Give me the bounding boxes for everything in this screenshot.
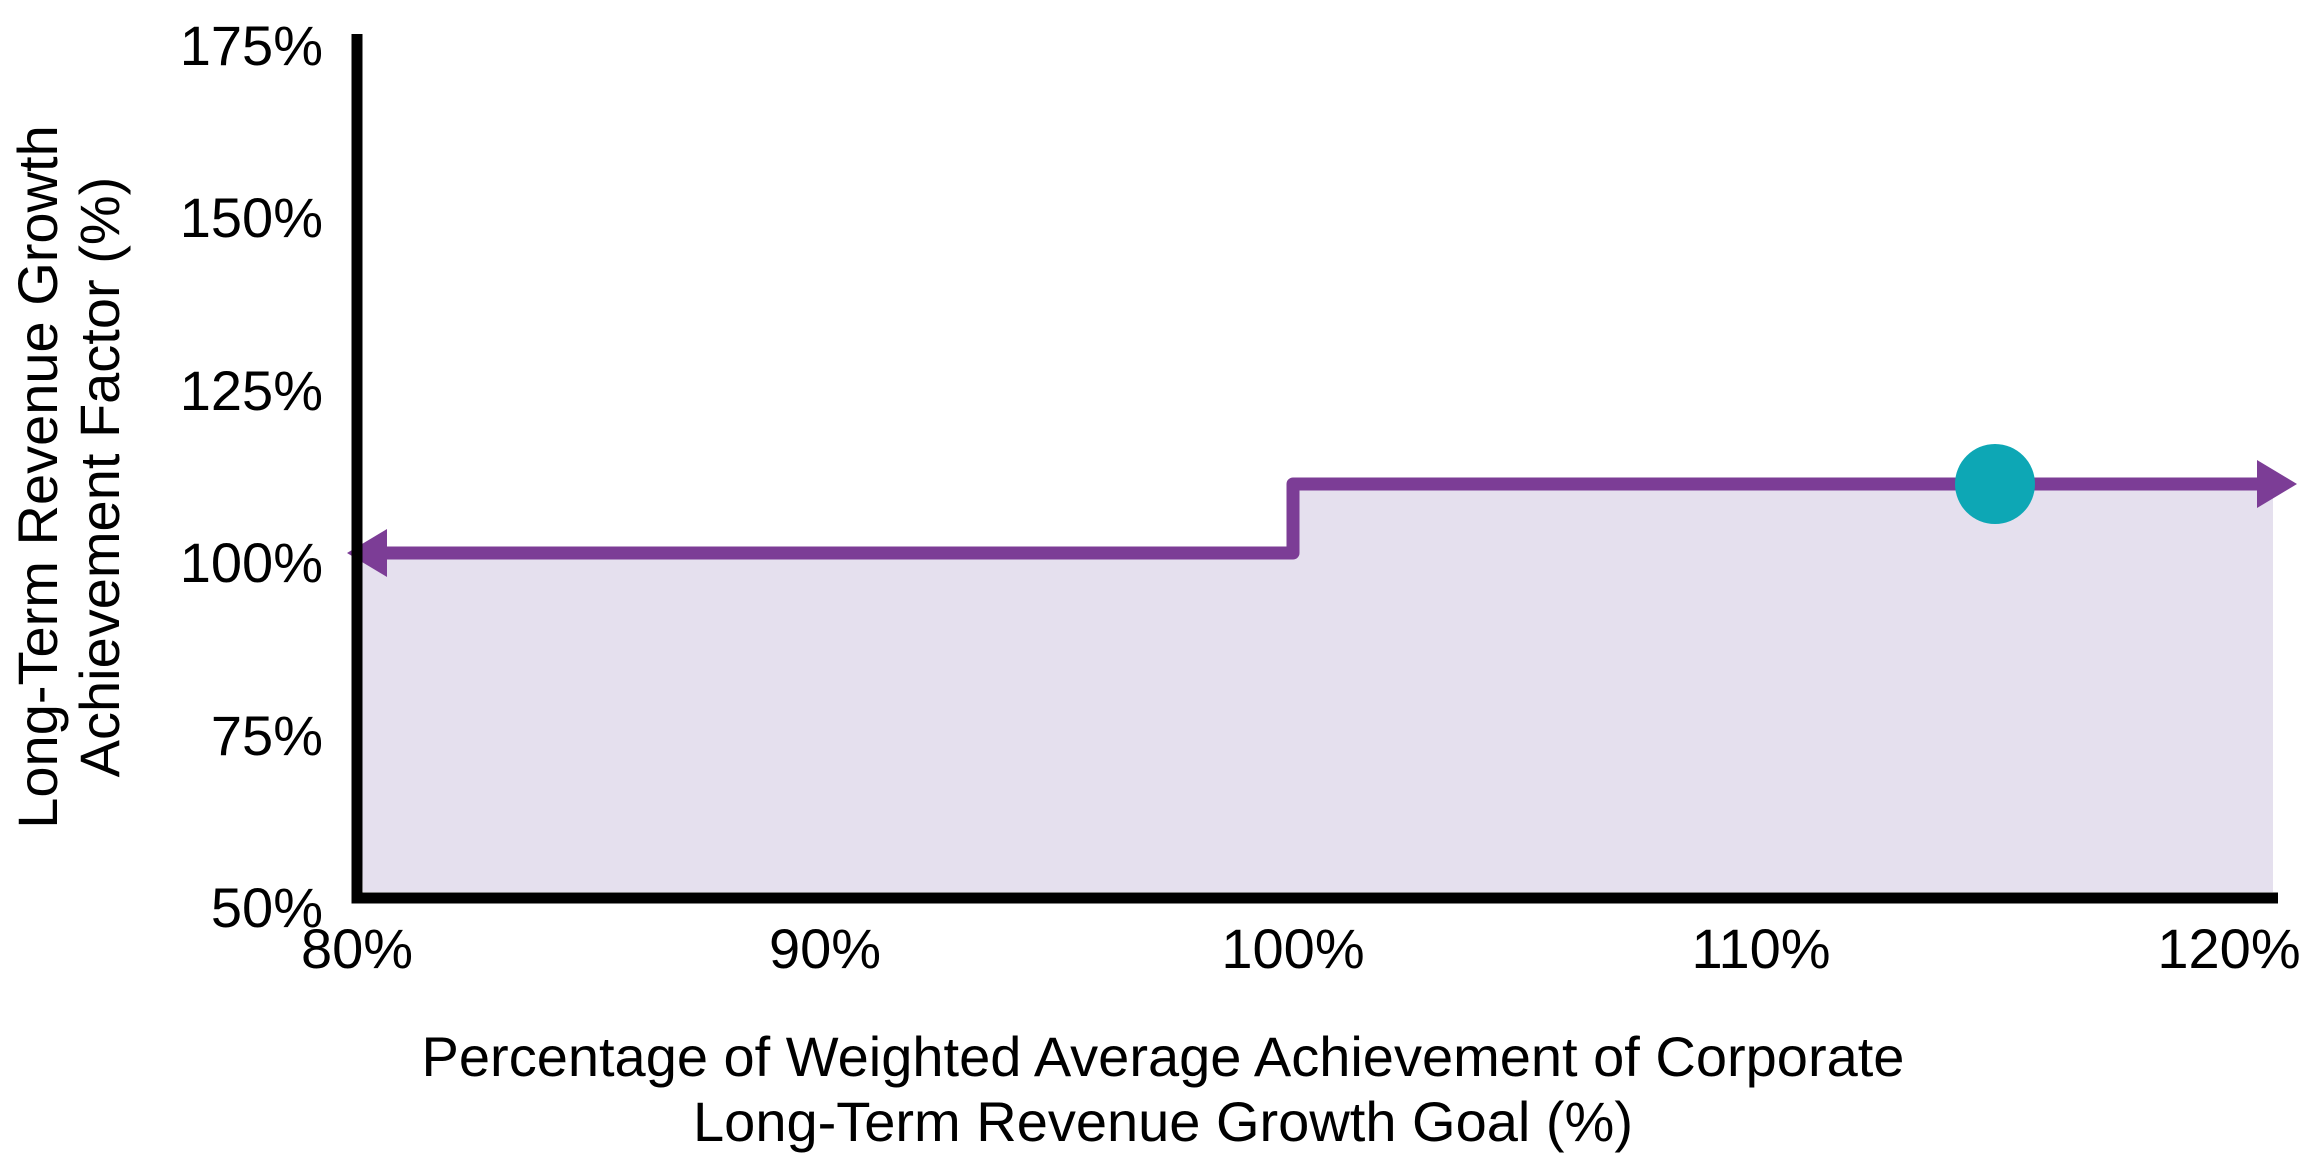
x-tick-label-100: 100%: [1221, 917, 1365, 980]
step-line: [357, 477, 2258, 560]
y-axis-title: Long-Term Revenue Growth Achievement Fac…: [6, 125, 131, 829]
x-tick-label-110: 110%: [1691, 917, 1831, 980]
x-axis-line: [351, 892, 2278, 904]
y-axis-line: [351, 34, 363, 904]
x-axis-title-line-1: Percentage of Weighted Average Achieveme…: [421, 1025, 1905, 1088]
y-axis-title-line-1: Long-Term Revenue Growth: [6, 125, 69, 829]
y-tick-label-100: 100%: [179, 531, 323, 594]
y-tick-label-150: 150%: [179, 186, 323, 249]
right-arrowhead: [2257, 460, 2297, 508]
y-tick-label-75: 75%: [210, 703, 323, 767]
y-tick-label-175: 175%: [179, 13, 323, 77]
y-tick-label-50: 50%: [210, 876, 323, 939]
y-tick-label-125: 125%: [179, 358, 323, 422]
x-axis-title: Percentage of Weighted Average Achieveme…: [422, 1024, 1905, 1153]
y-axis-title-line-2: Achievement Factor (%): [68, 176, 131, 778]
x-axis-title-line-2: Long-Term Revenue Growth Goal (%): [693, 1090, 1633, 1153]
x-tick-label-120: 120%: [2157, 917, 2301, 980]
actual-achievement-point: [1955, 444, 2035, 524]
left-arrowhead: [347, 529, 387, 577]
area-fill: [357, 484, 2273, 892]
x-tick-label-80: 80%: [300, 917, 414, 980]
x-tick-label-90: 90%: [768, 917, 882, 980]
